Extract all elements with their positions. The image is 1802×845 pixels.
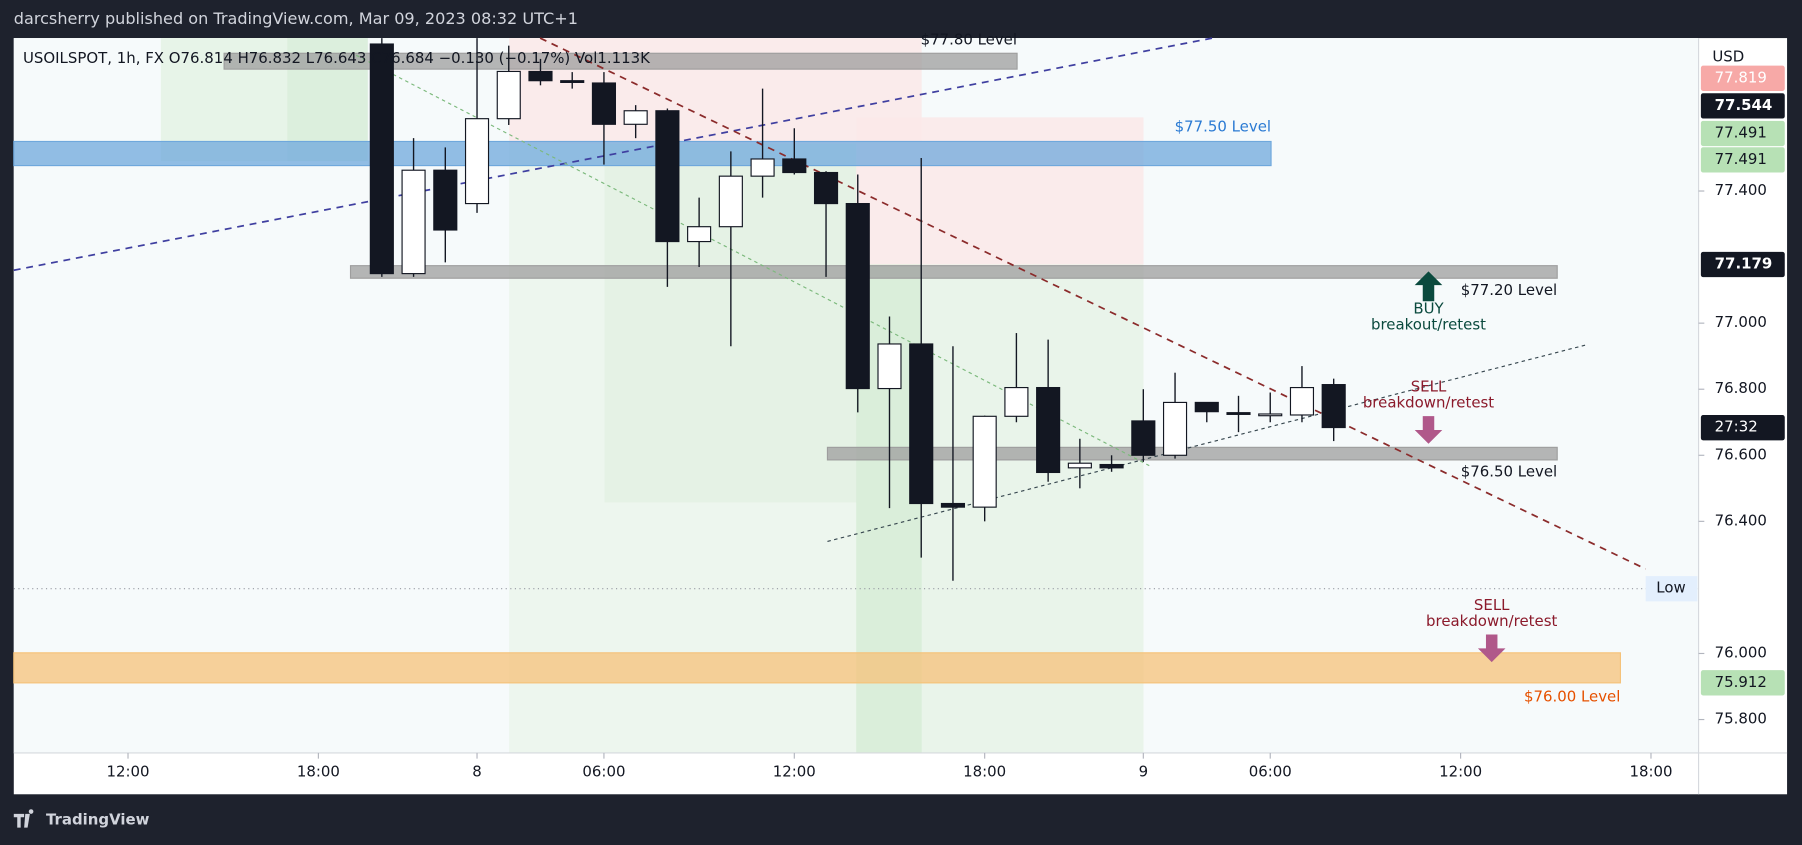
x-tick-label: 18:00 <box>1629 762 1672 780</box>
y-tick-label: 77.400 <box>1715 181 1767 199</box>
symbol-info: USOILSPOT, 1h, FX O76.814 H76.832 L76.64… <box>23 49 651 67</box>
price-label-box <box>1700 251 1785 278</box>
x-tick-label: 18:00 <box>297 762 340 780</box>
candle-body <box>1131 420 1156 456</box>
candle-body <box>464 118 490 205</box>
price-label-box <box>1700 147 1785 173</box>
x-tick-label: 18:00 <box>963 762 1006 780</box>
level-label: $77.20 Level <box>1461 281 1557 299</box>
candle-body <box>560 80 585 83</box>
price-label: 77.179 <box>1715 254 1773 272</box>
sell-arrow <box>1477 634 1506 663</box>
candles <box>369 38 1346 581</box>
level-zone <box>13 140 1272 167</box>
x-tick-label: 06:00 <box>1249 762 1292 780</box>
currency: USD <box>1712 48 1744 66</box>
candle-body <box>1099 463 1124 469</box>
candle-body <box>877 343 902 390</box>
candle-body <box>623 110 648 125</box>
level-label: $77.80 Level <box>921 30 1017 48</box>
level-label: $77.50 Level <box>1175 118 1271 136</box>
y-tick-label: 75.800 <box>1715 710 1767 728</box>
logo-icon <box>13 809 34 828</box>
annotation-text: breakout/retest <box>1371 315 1486 333</box>
y-tick-label: 76.400 <box>1715 511 1767 529</box>
x-tick-label: 9 <box>1139 762 1149 780</box>
candle-body <box>687 226 712 243</box>
candle-body <box>1289 386 1315 416</box>
trend-line <box>539 37 1647 570</box>
y-tick-label: 76.600 <box>1715 445 1767 463</box>
candle-body <box>1194 401 1219 413</box>
candle-body <box>909 343 934 505</box>
annotation-title: SELL <box>1411 377 1447 395</box>
candle-body <box>1162 401 1188 456</box>
price-label-box <box>1700 93 1785 119</box>
candle-body <box>845 202 870 390</box>
candle-body <box>496 70 521 120</box>
price-label-box <box>1700 120 1785 147</box>
y-tick-label: 77.000 <box>1715 313 1767 331</box>
annotation-title: BUY <box>1413 299 1444 317</box>
zones <box>13 52 1621 684</box>
low-label: Low <box>1656 579 1685 597</box>
candle-body <box>1321 384 1346 429</box>
candle-body <box>782 158 807 174</box>
price-label: 77.491 <box>1715 150 1767 168</box>
candle-body <box>433 169 458 231</box>
x-tick-label: 12:00 <box>106 762 149 780</box>
level-zone <box>349 265 1558 279</box>
x-tick-label: 06:00 <box>582 762 625 780</box>
shade <box>856 117 1144 265</box>
x-tick-label: 8 <box>472 762 482 780</box>
sell-arrow <box>1414 416 1443 444</box>
candle-body <box>940 502 966 508</box>
candle-body <box>369 43 394 275</box>
footer: TradingView <box>46 811 150 829</box>
price-label: 75.912 <box>1715 673 1767 691</box>
candle-body <box>1226 412 1251 415</box>
level-zone <box>826 446 1558 461</box>
y-tick-label: 76.800 <box>1715 379 1767 397</box>
candle-body <box>1004 386 1029 417</box>
level-zone <box>223 52 1018 70</box>
x-tick-label: 12:00 <box>1439 762 1482 780</box>
annotation-title: SELL <box>1474 596 1510 614</box>
candle-body <box>591 82 617 125</box>
countdown: 27:32 <box>1715 418 1758 436</box>
header: darcsherry published on TradingView.com,… <box>14 9 578 28</box>
candle-body <box>1258 413 1283 417</box>
candle-body <box>813 171 839 205</box>
candle-body <box>655 110 680 243</box>
candle-body <box>718 175 743 228</box>
price-label: 77.544 <box>1715 96 1773 114</box>
candle-body <box>528 70 553 82</box>
candle-body <box>1067 462 1092 469</box>
price-label: 77.819 <box>1715 68 1767 86</box>
trend-lines <box>13 37 1647 570</box>
price-label-box <box>1700 670 1785 696</box>
buy-arrow <box>1414 271 1443 302</box>
level-zone <box>13 652 1621 684</box>
countdown-box <box>1700 415 1785 441</box>
x-tick-label: 12:00 <box>773 762 816 780</box>
trend-line <box>13 37 1213 272</box>
candle-body <box>401 169 426 275</box>
candle-body <box>972 415 997 508</box>
low-label-box <box>1645 576 1698 602</box>
y-tick-label: 76.000 <box>1715 643 1767 661</box>
annotation-text: breakdown/retest <box>1426 612 1557 630</box>
footer-logo: TradingView <box>13 809 150 829</box>
level-label: $76.50 Level <box>1461 462 1557 480</box>
annotation-text: breakdown/retest <box>1363 394 1494 412</box>
price-label-box <box>1700 65 1785 91</box>
price-label: 77.491 <box>1715 123 1767 141</box>
candle-body <box>750 158 775 177</box>
candle-body <box>1036 386 1061 474</box>
level-label: $76.00 Level <box>1524 688 1620 706</box>
shadings <box>160 38 1144 753</box>
